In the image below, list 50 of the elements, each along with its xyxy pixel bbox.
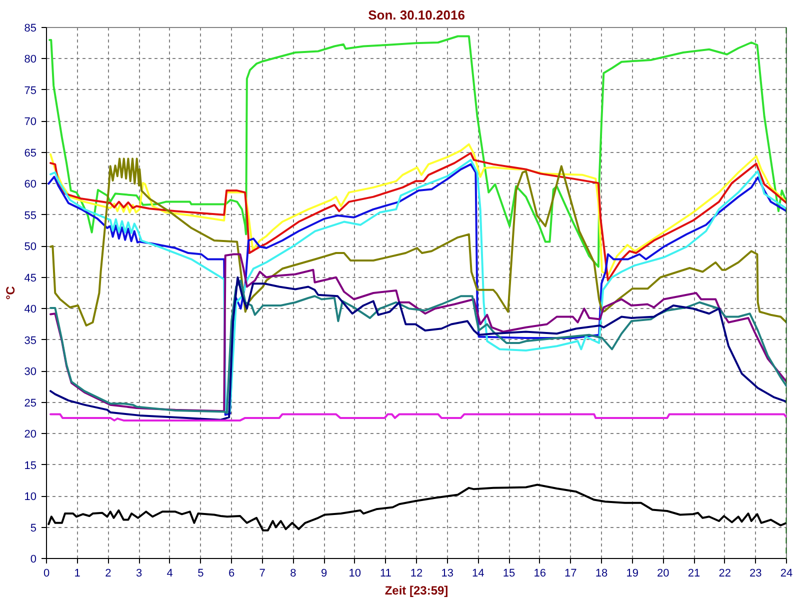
x-tick-label: 10 — [348, 568, 361, 580]
x-axis-title: Zeit [23:59] — [384, 584, 448, 598]
x-tick-label: 12 — [410, 568, 423, 580]
x-tick-label: 0 — [43, 568, 50, 580]
line-series — [50, 158, 786, 326]
x-tick-label: 4 — [166, 568, 173, 580]
line-series — [48, 35, 786, 268]
y-tick-label: 45 — [24, 272, 37, 284]
line-series — [50, 253, 786, 412]
y-tick-label: 15 — [24, 460, 37, 472]
x-tick-label: 2 — [105, 568, 112, 580]
x-tick-label: 3 — [136, 568, 142, 580]
y-tick-label: 5 — [30, 522, 37, 534]
x-tick-label: 7 — [259, 568, 266, 580]
y-tick-label: 75 — [24, 84, 37, 97]
chart-title: Son. 30.10.2016 — [368, 8, 465, 22]
y-tick-label: 50 — [24, 241, 37, 254]
y-tick-label: 80 — [24, 54, 37, 66]
x-tick-label: 17 — [564, 568, 577, 580]
x-tick-label: 19 — [626, 568, 638, 580]
x-tick-label: 15 — [502, 568, 516, 580]
x-tick-label: 5 — [198, 568, 204, 580]
x-tick-label: 18 — [595, 568, 608, 580]
x-tick-label: 20 — [657, 568, 670, 580]
y-tick-label: 20 — [24, 428, 37, 441]
y-tick-label: 10 — [24, 491, 37, 504]
x-tick-label: 16 — [534, 568, 546, 580]
x-tick-label: 22 — [718, 568, 731, 580]
y-tick-label: 25 — [24, 397, 37, 410]
y-tick-label: 65 — [24, 147, 37, 160]
x-tick-label: 8 — [290, 568, 296, 580]
y-tick-label: 40 — [24, 304, 37, 316]
y-axis-title: °C — [3, 286, 18, 300]
x-tick-label: 23 — [750, 568, 762, 580]
x-tick-label: 1 — [74, 568, 80, 580]
x-tick-label: 13 — [441, 568, 454, 580]
y-tick-label: 85 — [24, 22, 37, 34]
y-tick-label: 60 — [24, 178, 37, 191]
y-tick-label: 70 — [24, 116, 37, 128]
y-tick-label: 30 — [24, 366, 37, 378]
x-tick-label: 24 — [780, 568, 793, 580]
x-tick-label: 6 — [228, 568, 235, 580]
x-tick-label: 14 — [472, 568, 484, 580]
y-tick-label: 0 — [30, 554, 37, 566]
y-tick-label: 35 — [24, 334, 37, 347]
line-series — [50, 413, 786, 422]
x-tick-label: 21 — [688, 568, 700, 580]
x-tick-label: 9 — [320, 568, 328, 580]
y-tick-label: 55 — [24, 210, 37, 222]
x-tick-label: 11 — [380, 568, 392, 580]
